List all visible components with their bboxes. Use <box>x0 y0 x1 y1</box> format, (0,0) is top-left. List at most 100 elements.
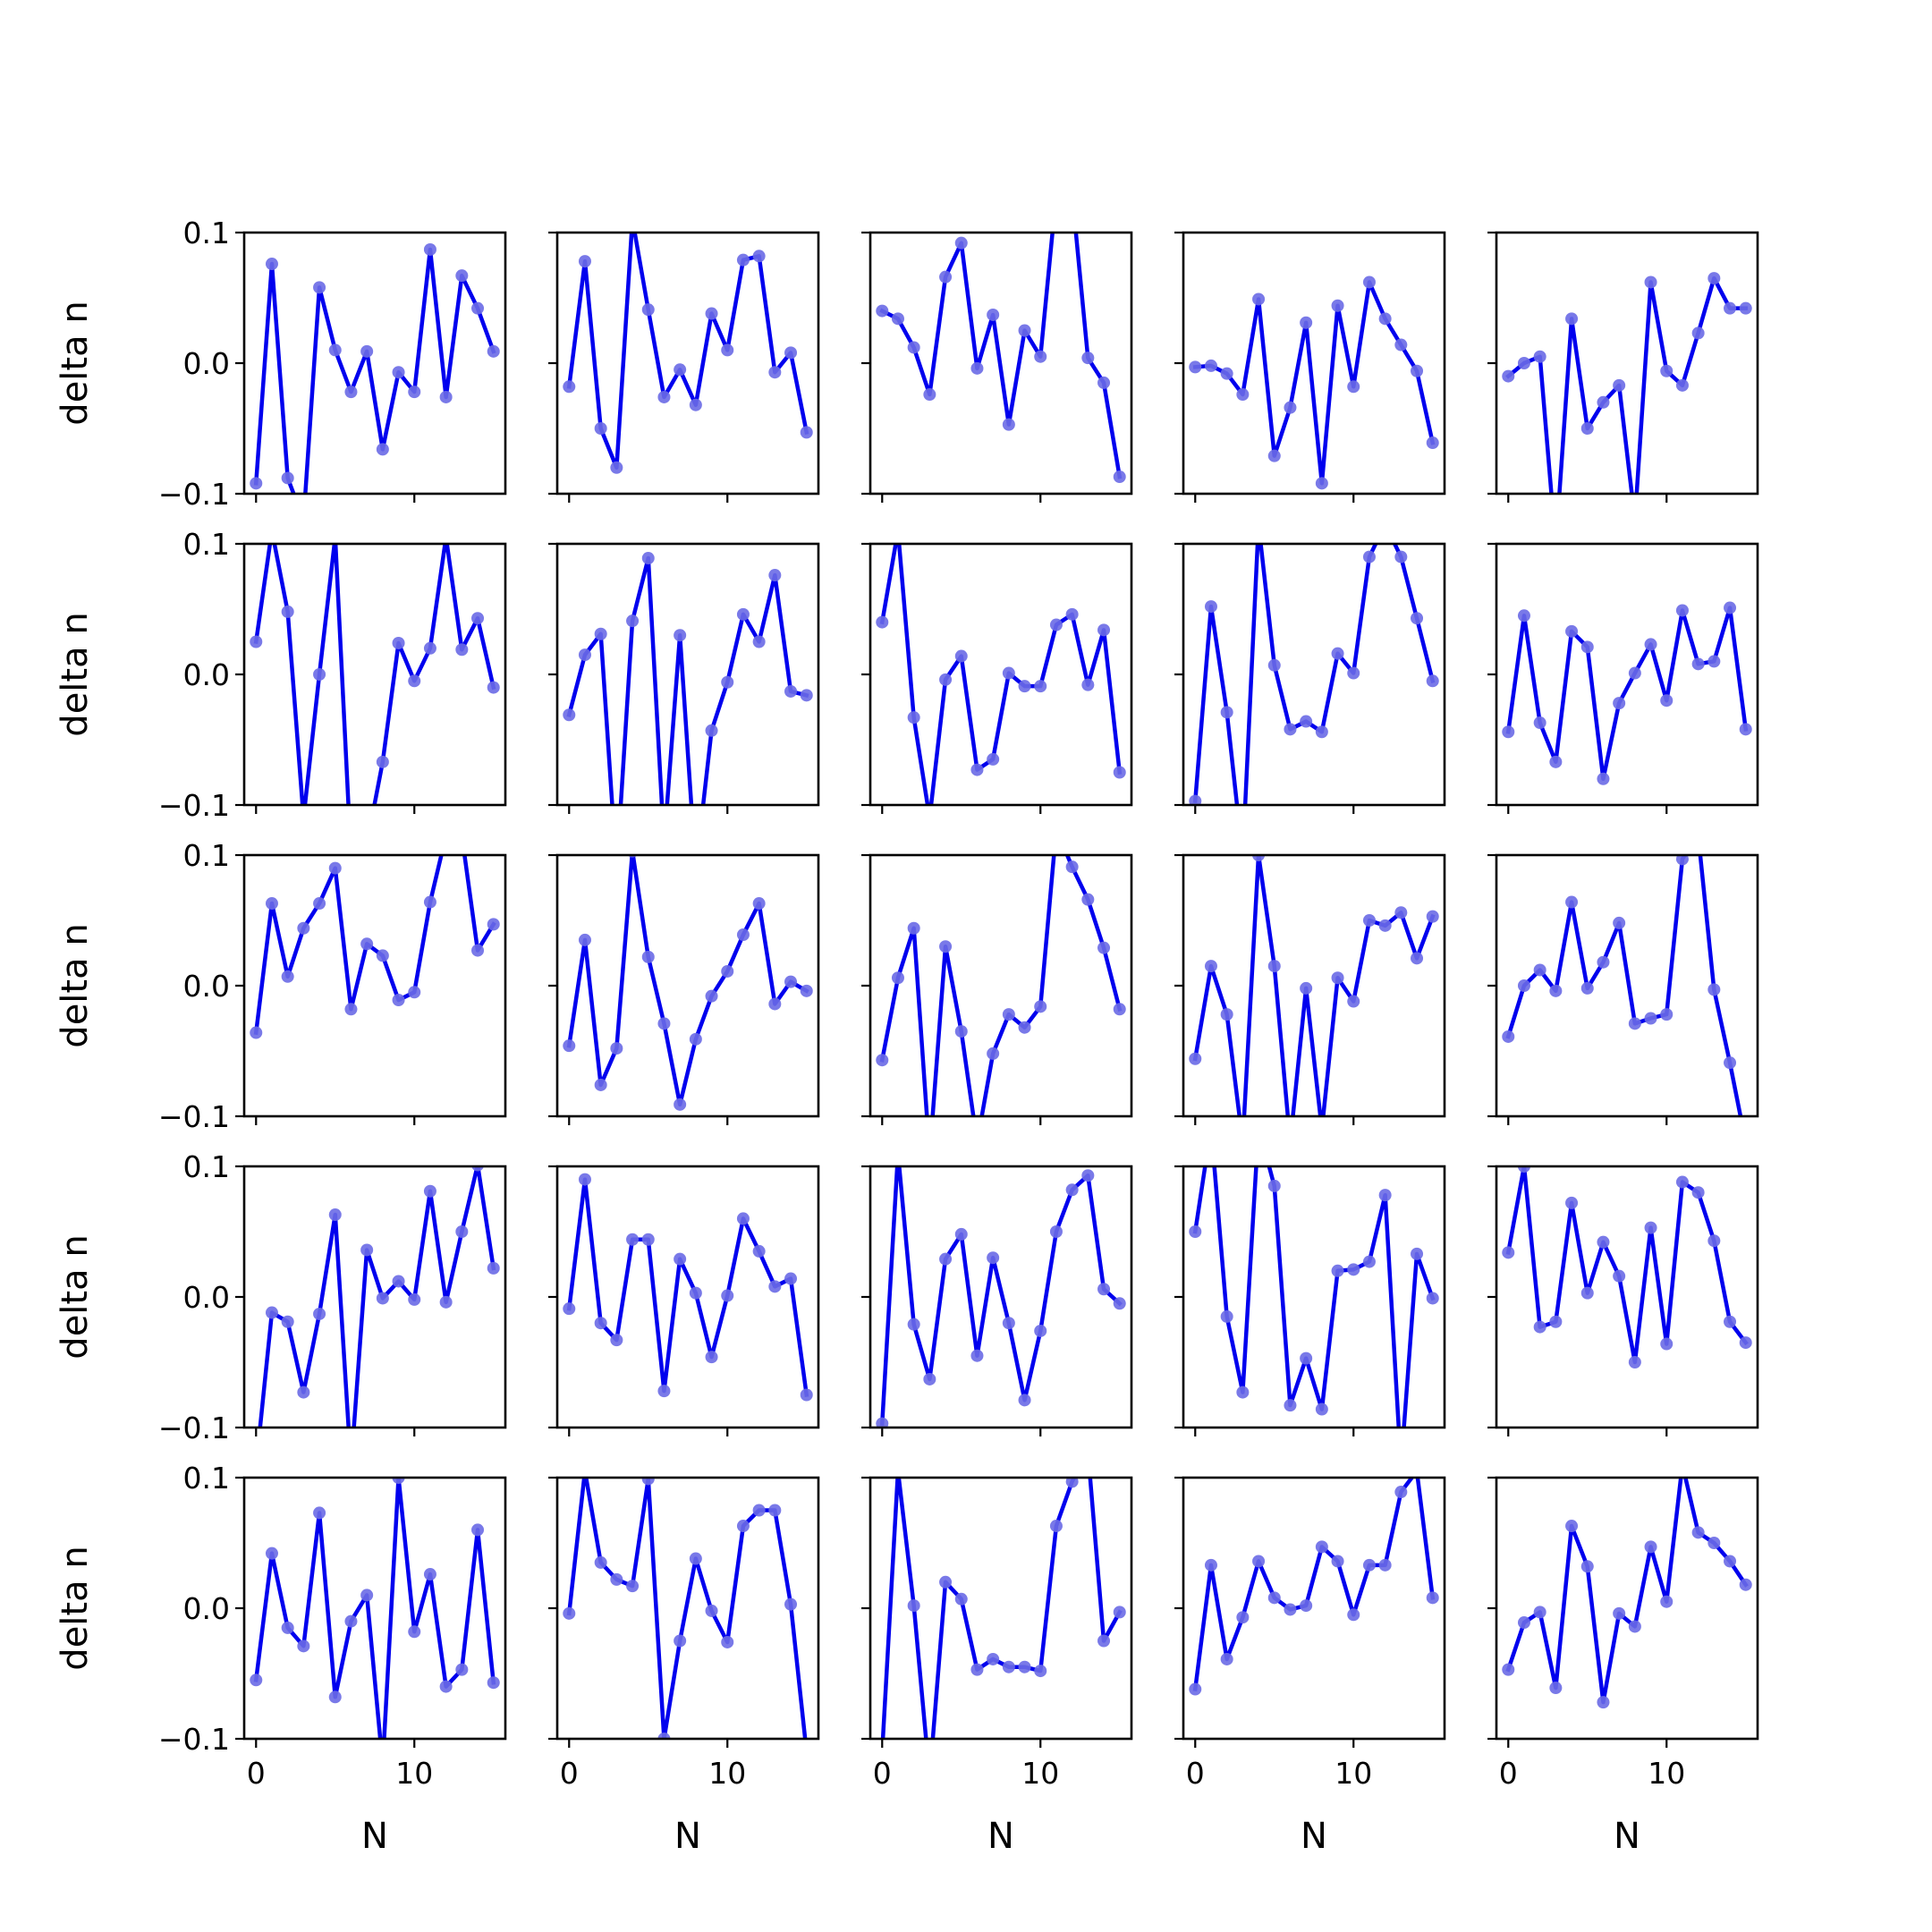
data-point <box>1362 914 1376 927</box>
data-point <box>376 443 389 456</box>
data-point <box>1002 418 1015 431</box>
y-tick-label: 0.1 <box>183 1461 230 1496</box>
panel-r4-c2: 0 10N <box>861 1465 1133 1857</box>
x-tick-label: 10 <box>708 1756 746 1791</box>
plot-area <box>258 1166 500 1428</box>
data-point <box>876 615 889 629</box>
data-point <box>1644 1221 1657 1234</box>
data-point <box>800 689 813 702</box>
data-point <box>1533 1320 1546 1334</box>
data-point <box>736 1520 750 1533</box>
data-point <box>1267 658 1281 672</box>
data-point <box>1628 1620 1641 1633</box>
data-point <box>1517 609 1530 623</box>
data-point <box>1204 960 1217 973</box>
data-point <box>1426 910 1439 923</box>
plot-area <box>1502 829 1743 1116</box>
data-point <box>1002 666 1015 680</box>
series-line <box>253 1478 496 1739</box>
data-point <box>1580 1560 1594 1573</box>
data-point <box>360 838 373 851</box>
data-point <box>1613 1269 1626 1283</box>
panel-r3-c3 <box>1174 1165 1446 1436</box>
data-point <box>1034 1324 1047 1337</box>
data-point <box>674 629 687 642</box>
data-point <box>784 1272 798 1285</box>
data-point <box>1331 971 1344 985</box>
data-point <box>423 641 436 655</box>
y-tick-label: 0.1 <box>183 527 230 562</box>
plot-area <box>876 544 1126 805</box>
data-point <box>1597 1235 1610 1249</box>
data-point <box>674 1097 687 1111</box>
data-point <box>705 1604 718 1617</box>
data-point <box>1533 350 1546 363</box>
data-point <box>439 1295 453 1309</box>
data-point <box>923 1372 936 1385</box>
plot-area <box>563 1478 813 1758</box>
data-point <box>423 1184 436 1198</box>
data-point <box>1565 1196 1579 1209</box>
data-point <box>281 605 294 618</box>
data-point <box>1533 716 1546 730</box>
data-point <box>1236 1385 1250 1399</box>
data-point <box>892 1465 904 1478</box>
data-point <box>752 250 766 263</box>
data-point <box>1049 1520 1063 1533</box>
data-point <box>1097 623 1111 637</box>
data-point <box>1613 697 1626 710</box>
data-point <box>1081 678 1095 691</box>
y-tick-label: 0.0 <box>183 346 230 381</box>
data-point <box>1097 1283 1111 1296</box>
axes-frame <box>1182 853 1446 1118</box>
data-point <box>801 1746 813 1758</box>
data-point <box>1189 1682 1202 1696</box>
panel-r1-c4 <box>1487 542 1759 814</box>
data-point <box>1331 1264 1344 1277</box>
data-point <box>907 341 920 354</box>
data-point <box>1692 829 1705 842</box>
data-point <box>1691 657 1705 671</box>
data-point <box>313 281 326 294</box>
data-point <box>1426 436 1439 450</box>
data-point <box>471 612 485 625</box>
data-point <box>594 627 607 640</box>
data-point <box>1394 1486 1408 1499</box>
data-point <box>250 1674 263 1687</box>
panel-r1-c3 <box>1174 542 1446 814</box>
data-point <box>1081 352 1095 365</box>
data-point <box>1707 272 1721 285</box>
data-point <box>1411 1465 1423 1478</box>
x-axis-label: N <box>361 1816 388 1857</box>
data-point <box>1347 1263 1360 1276</box>
data-point <box>1113 470 1126 484</box>
series-line <box>1192 1478 1436 1692</box>
y-tick-label: −0.1 <box>158 788 230 823</box>
data-point <box>281 1621 294 1634</box>
y-tick-label: 0.1 <box>183 838 230 873</box>
data-point <box>297 1640 310 1653</box>
data-point <box>657 838 670 851</box>
data-point <box>1549 755 1563 768</box>
data-point <box>1502 1030 1515 1043</box>
data-point <box>455 829 468 842</box>
data-point <box>281 970 294 983</box>
data-point <box>392 1275 405 1288</box>
data-point <box>689 1032 702 1046</box>
series-line <box>879 1166 1123 1426</box>
series-line <box>258 1166 496 1428</box>
data-point <box>1628 666 1641 680</box>
data-point <box>987 752 1000 766</box>
data-point <box>440 531 453 544</box>
plot-area <box>1189 544 1439 805</box>
data-point <box>1204 600 1217 614</box>
data-point <box>1394 906 1408 919</box>
data-point <box>297 1385 310 1399</box>
data-point <box>1220 1008 1233 1021</box>
data-point <box>250 1026 263 1039</box>
data-point <box>344 1614 358 1628</box>
series-line <box>566 555 809 805</box>
data-point <box>954 236 968 250</box>
data-point <box>1580 640 1594 654</box>
